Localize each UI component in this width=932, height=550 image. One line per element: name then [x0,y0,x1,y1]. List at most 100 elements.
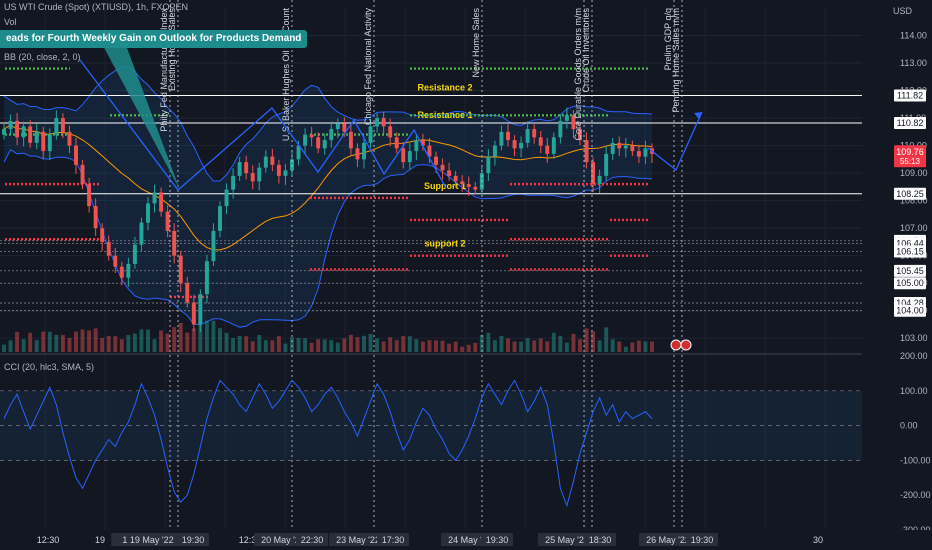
candle-body [34,131,39,143]
news-banner[interactable]: eads for Fourth Weekly Gain on Outlook f… [0,30,308,48]
projection-arrow [647,111,703,172]
projection-path [79,59,447,191]
candle-body [453,175,458,182]
candle-body [617,142,622,149]
level-badge [894,89,926,102]
candle-body [224,189,229,207]
candle-body [362,142,366,160]
volume-bar [309,342,314,352]
volume-bar [296,338,301,352]
candle-body [152,192,157,204]
time-label-box [111,533,185,546]
volume-bar [525,338,530,352]
candle-body [492,145,497,157]
candle-body [283,170,288,176]
volume-bar [139,329,144,352]
candle-body [87,184,92,207]
candle-body [296,145,301,160]
bb-lower [3,149,653,328]
time-tick: 12:30 [37,535,60,545]
time-tick: 1 19 May '22 [122,535,173,545]
volume-bar [152,339,157,352]
candle-body [591,162,596,185]
volume-bar [198,324,203,352]
volume-bar [381,341,386,352]
volume-bar [427,340,432,352]
candle-body [165,211,170,231]
level-badge-text: 111.82 [897,91,923,101]
volume-bar [473,342,478,352]
candle-body [237,162,242,176]
candle-body [486,156,491,174]
candle-body [67,131,72,146]
candle-body [172,230,177,256]
volume-bar [420,341,425,352]
price-tick: 108.00 [900,196,928,206]
candle-body [126,263,131,278]
candle-body [466,184,471,187]
cci-tick: 0.00 [900,421,918,431]
bb-legend: BB (20, close, 2, 0) [4,52,81,62]
candle-body [460,181,465,185]
us-flag-icon [670,339,682,351]
price-axis[interactable]: 114.00113.00112.00111.00110.00109.00108.… [862,0,932,550]
candle-body [623,145,628,149]
candle-body [250,173,255,182]
volume-bar [178,323,183,352]
candle-body [47,134,52,152]
candle-body [316,137,321,149]
candle-body [132,244,137,264]
time-axis[interactable]: 12:30 19 1 19 May '22 19:30 12:30 20 May '222… [0,530,932,550]
volume-bar [407,336,412,352]
candle-body [532,129,537,138]
candle-body [355,148,360,160]
volume-bar [335,342,340,352]
volume-bar [551,332,556,352]
level-badge-text: 104.00 [896,306,924,316]
volume-bar [486,332,491,352]
candle-body [231,175,236,190]
volume-bar [623,346,628,352]
candle-body [610,142,615,154]
candle-body [146,203,150,223]
cci-panel: CCI (20, hlc3, SMA, 5) [0,362,862,508]
cci-tick: 200.00 [900,351,928,361]
volume-bars [2,320,654,352]
candle-body [290,159,294,171]
time-tick: 24 May '22 [448,535,492,545]
volume-bar [8,340,13,352]
time-label-box [584,533,616,546]
candle-body [178,255,183,284]
volume-bar [447,343,452,352]
candle-body [303,134,308,146]
event-label: Existing Home Sales [167,8,177,92]
candle-body [414,140,419,152]
candle-body [348,131,353,149]
candle-body [8,120,13,130]
current-price: 109.76 [896,147,924,157]
volume-bar [113,336,118,352]
volume-bar [466,344,471,352]
candle-body [335,123,340,130]
level-label: Resistance 2 [417,83,472,93]
level-badge-text: 108.25 [896,189,924,199]
candle-body [322,140,327,149]
cci-tick: 100.00 [900,386,928,396]
price-tick: 107.00 [900,223,928,233]
volume-bar [538,338,543,352]
volume-bar [636,340,641,352]
price-tick: 103.00 [900,333,928,343]
candle-body [15,120,20,138]
volume-bar [185,332,190,352]
candle-body [545,145,550,154]
volume-bar [2,344,6,352]
volume-bar [67,338,72,352]
cci-band [0,390,862,461]
candle-body [28,126,33,143]
volume-bar [93,328,98,352]
volume-bar [41,331,46,352]
time-tick: 12:30 [239,535,262,545]
cci-legend: CCI (20, hlc3, SMA, 5) [4,362,94,372]
